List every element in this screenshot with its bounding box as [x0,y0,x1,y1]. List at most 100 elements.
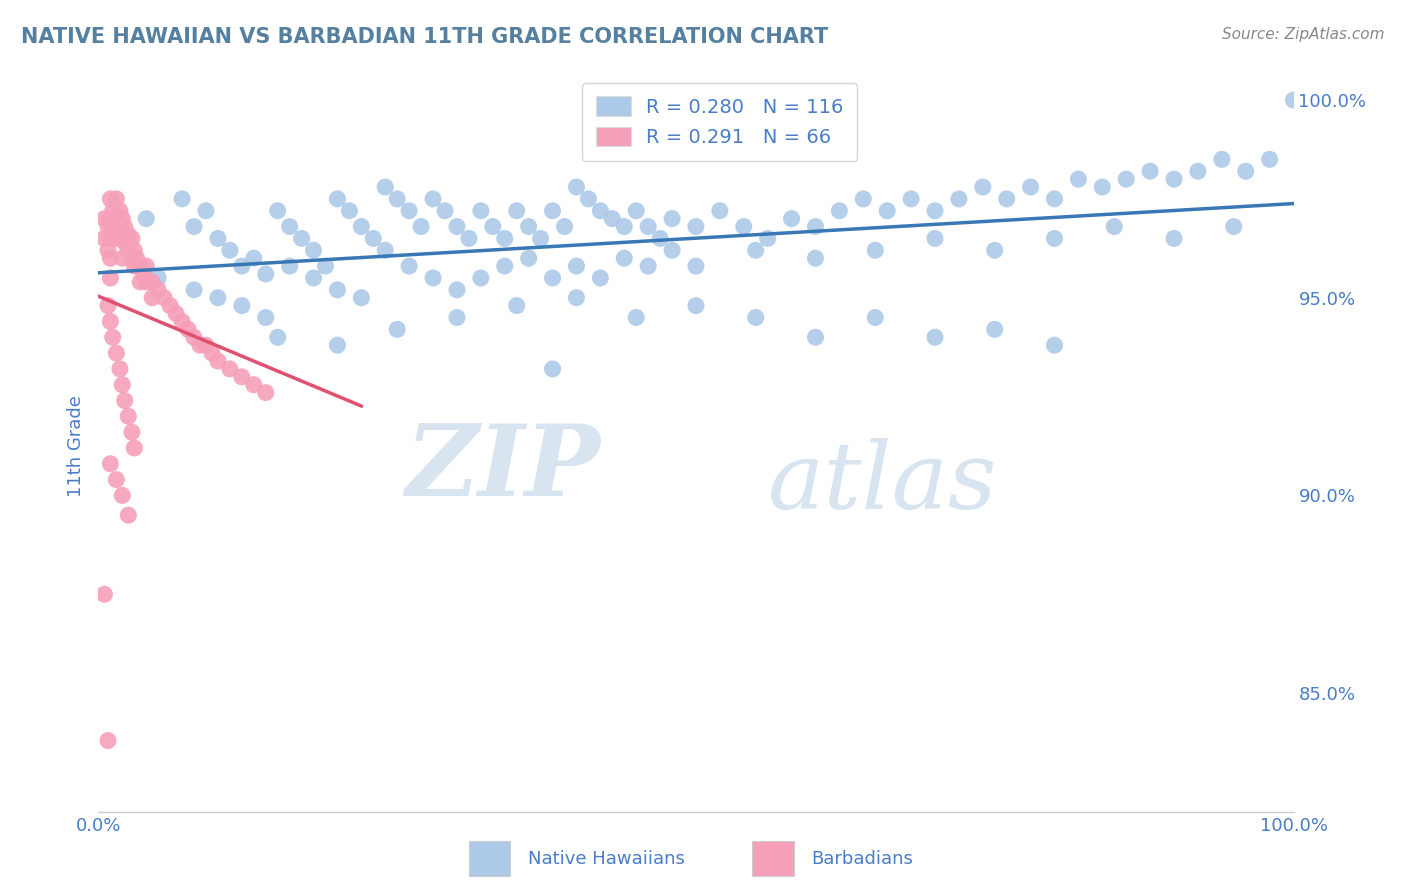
Point [756,231,779,245]
Point [602,211,624,226]
Point [1282,93,1305,107]
Point [114,235,136,250]
Point [302,244,325,258]
Point [188,338,211,352]
Point [446,219,468,234]
Point [852,192,875,206]
Point [589,203,612,218]
Point [458,231,481,245]
Point [984,322,1007,336]
Point [470,271,492,285]
Point [254,267,277,281]
Text: Barbadians: Barbadians [811,849,914,868]
Point [326,283,349,297]
Point [446,283,468,297]
Point [1067,172,1090,186]
Point [219,362,242,376]
Point [183,330,205,344]
Point [121,251,143,265]
Point [98,271,122,285]
Point [124,441,146,455]
Point [117,508,139,523]
Point [995,192,1018,206]
Point [446,310,468,325]
Text: Source: ZipAtlas.com: Source: ZipAtlas.com [1222,27,1385,42]
Point [517,219,540,234]
Point [101,330,124,344]
Point [291,231,314,245]
Point [733,219,755,234]
Point [243,377,266,392]
Point [1163,172,1185,186]
Text: NATIVE HAWAIIAN VS BARBADIAN 11TH GRADE CORRELATION CHART: NATIVE HAWAIIAN VS BARBADIAN 11TH GRADE … [21,27,828,46]
Point [494,231,516,245]
Point [685,299,707,313]
Point [385,322,409,336]
Point [350,291,373,305]
Point [159,299,181,313]
Point [565,259,588,273]
Point [117,227,139,242]
Point [661,211,683,226]
Point [972,180,994,194]
Point [98,457,122,471]
Point [98,314,122,328]
Point [637,219,659,234]
Point [121,425,143,439]
Point [1139,164,1161,178]
Point [422,271,444,285]
Point [1019,180,1042,194]
Point [541,203,564,218]
Point [231,299,253,313]
Point [267,330,290,344]
Point [111,377,134,392]
Point [153,291,176,305]
Point [578,192,600,206]
Point [165,307,187,321]
Point [101,219,124,234]
Point [97,244,120,258]
FancyBboxPatch shape [752,841,794,876]
Point [97,219,120,234]
Point [105,231,128,245]
Point [374,180,396,194]
Point [117,244,139,258]
Point [685,219,707,234]
Point [183,219,205,234]
Point [924,330,946,344]
Point [565,180,588,194]
Point [93,211,115,226]
Point [984,244,1007,258]
Point [804,330,827,344]
Point [207,354,229,368]
Point [98,231,122,245]
Y-axis label: 11th Grade: 11th Grade [66,395,84,497]
Point [254,385,277,400]
Point [135,275,157,289]
Point [876,203,898,218]
Point [108,362,131,376]
Point [195,338,218,352]
Point [124,244,146,258]
Point [1043,338,1066,352]
Point [97,733,120,747]
Point [470,203,492,218]
Point [207,291,229,305]
Point [278,259,301,273]
Point [434,203,457,218]
FancyBboxPatch shape [470,841,510,876]
Point [315,259,337,273]
Point [350,219,373,234]
Point [207,231,229,245]
Point [111,231,134,245]
Point [374,244,396,258]
Point [626,310,648,325]
Point [114,219,136,234]
Point [111,488,134,502]
Point [398,203,420,218]
Point [517,251,540,265]
Point [129,275,152,289]
Point [541,362,564,376]
Point [117,409,139,424]
Text: Native Hawaiians: Native Hawaiians [529,849,685,868]
